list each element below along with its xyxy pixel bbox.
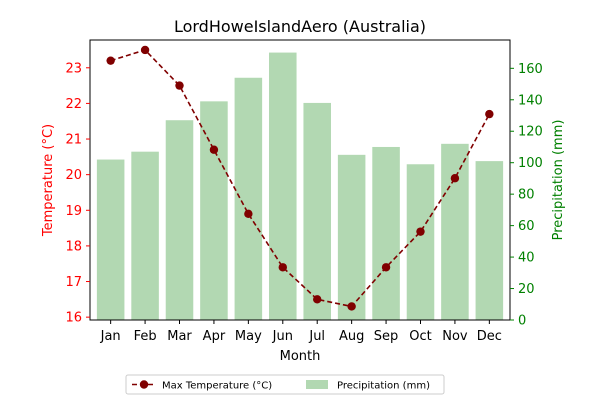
- temperature-point-mar: [175, 81, 184, 90]
- temperature-point-jul: [313, 295, 322, 304]
- precipitation-bar-jul: [303, 102, 331, 320]
- y-left-tick-label: 22: [65, 97, 82, 112]
- precipitation-bar-jan: [96, 159, 125, 320]
- legend-marker-swatch: [139, 380, 149, 389]
- temperature-point-feb: [140, 45, 150, 55]
- precipitation-bar-nov: [441, 143, 469, 320]
- y-right-tick-label: 0: [518, 314, 526, 329]
- x-tick-label: Jun: [272, 329, 293, 344]
- x-tick-label: Feb: [134, 329, 157, 344]
- temperature-point-aug: [347, 302, 356, 311]
- y-right-tick-label: 140: [518, 93, 543, 108]
- y-right-tick-label: 120: [518, 125, 543, 140]
- precipitation-bar-feb: [131, 151, 159, 320]
- y-right-tick-label: 60: [518, 219, 535, 234]
- legend-label-precipitation: Precipitation (mm): [337, 381, 430, 392]
- legend: Max Temperature (°C) Precipitation (mm): [125, 374, 445, 395]
- legend-box: [125, 374, 445, 395]
- temperature-point-jan: [106, 56, 115, 65]
- plot-frame: [89, 39, 511, 321]
- y-right-tick-label: 40: [518, 251, 535, 266]
- temperature-point-nov: [450, 174, 460, 183]
- temperature-point-oct: [416, 227, 425, 236]
- x-tick-label: Apr: [203, 329, 226, 344]
- y-left-tick-label: 17: [65, 275, 82, 290]
- y-right-tick-label: 80: [518, 188, 535, 203]
- precipitation-bar-dec: [475, 161, 504, 320]
- legend-bar-swatch: [306, 380, 328, 389]
- x-tick-label: Mar: [167, 329, 192, 344]
- precipitation-bar-apr: [200, 101, 228, 320]
- temperature-point-may: [244, 209, 253, 219]
- x-tick-label: Dec: [477, 329, 502, 344]
- y-left-tick-label: 18: [65, 239, 82, 254]
- y-left-tick-label: 21: [65, 133, 82, 148]
- x-tick-label: Oct: [409, 329, 431, 344]
- x-tick-label: Nov: [442, 329, 468, 344]
- plot-area: Jan Feb Mar Apr May Jun Jul Aug Sep Oct Nov Dec 16 17…: [65, 39, 543, 344]
- temperature-line: [110, 49, 491, 308]
- x-tick-label: Jul: [308, 329, 325, 344]
- precipitation-bar-aug: [337, 154, 366, 320]
- precipitation-bar-sep: [372, 146, 400, 320]
- y-right-tick-label: 160: [518, 62, 543, 77]
- precipitation-bar-jun: [269, 52, 297, 321]
- x-tick-label: Sep: [374, 329, 399, 344]
- temperature-point-sep: [381, 263, 391, 272]
- precipitation-bar-may: [234, 77, 263, 320]
- y-left-tick-label: 16: [65, 311, 82, 326]
- y-left-tick-label: 20: [65, 168, 82, 183]
- chart-title: LordHoweIslandAero (Australia): [174, 17, 426, 36]
- temperature-point-apr: [209, 145, 219, 154]
- x-axis-label: Month: [280, 349, 321, 364]
- legend-label-temperature: Max Temperature (°C): [162, 381, 272, 392]
- x-tick-label: Jan: [100, 329, 121, 344]
- y-axis-label-right: Precipitation (mm): [551, 120, 566, 241]
- precipitation-bar-mar: [165, 120, 194, 320]
- y-left-tick-label: 19: [65, 204, 82, 219]
- temperature-point-jun: [278, 263, 287, 272]
- y-axis-label-left: Temperature (°C): [41, 124, 56, 237]
- x-tick-label: Aug: [339, 329, 364, 344]
- y-right-tick-label: 100: [518, 156, 543, 171]
- temperature-point-dec: [485, 109, 494, 119]
- y-right-tick-label: 20: [518, 282, 535, 297]
- y-left-tick-label: 23: [65, 61, 82, 76]
- x-tick-label: May: [235, 329, 262, 344]
